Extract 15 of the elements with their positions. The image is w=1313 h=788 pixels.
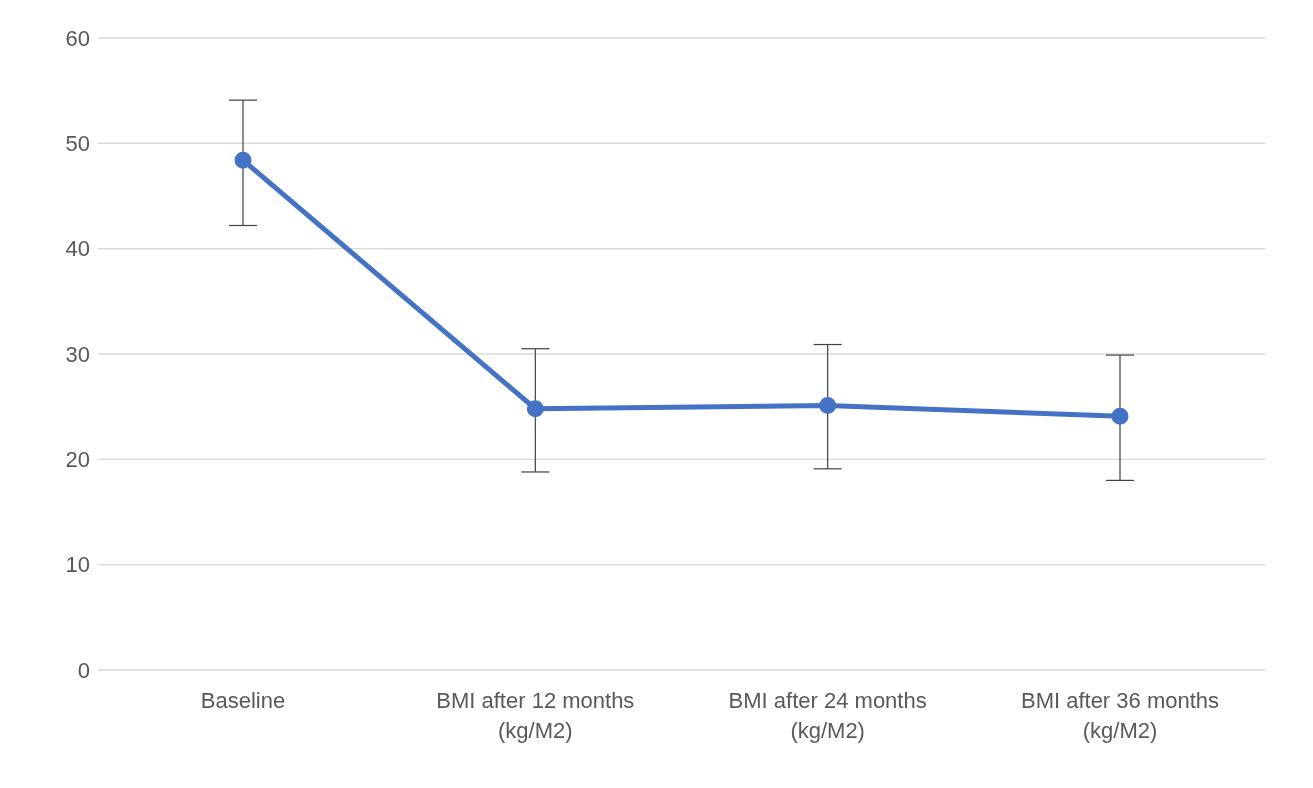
point — [526, 400, 544, 418]
x-tick-label: BMI after 12 months (kg/M2) — [436, 688, 635, 743]
x-tick-label: BMI after 36 months (kg/M2) — [1020, 688, 1220, 743]
y-tick-label: 20 — [65, 447, 90, 473]
y-tick-label: 0 — [77, 657, 90, 683]
y-tick-label: 50 — [65, 131, 90, 157]
point — [234, 151, 252, 169]
point — [1111, 407, 1129, 425]
y-tick-label: 60 — [65, 25, 90, 51]
x-tick-label: BMI after 24 months (kg/M2) — [728, 688, 927, 743]
y-tick-label: 40 — [65, 236, 90, 262]
y-tick-label: 30 — [65, 341, 90, 367]
y-tick-label: 10 — [65, 552, 90, 578]
x-tick-label: Baseline — [200, 688, 286, 713]
point — [819, 397, 837, 415]
